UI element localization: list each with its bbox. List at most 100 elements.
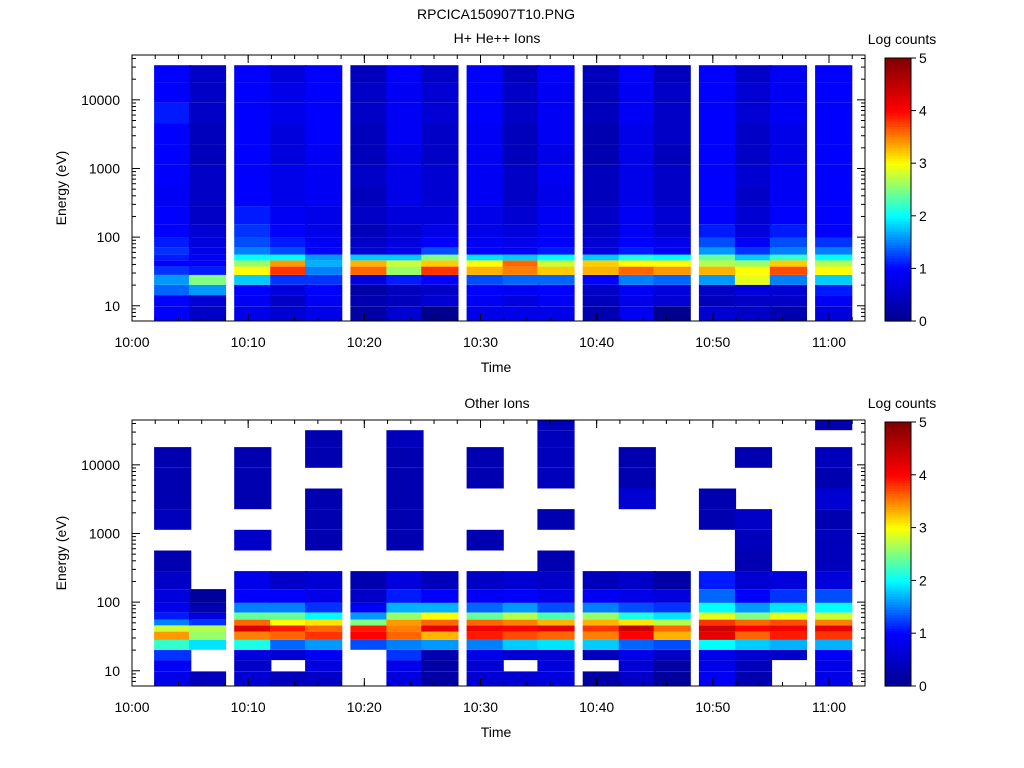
heatmap-cell: [734, 625, 773, 632]
colorbar-tick-label: 0: [919, 313, 927, 329]
heatmap-cell: [305, 206, 343, 224]
plot-frame: [131, 419, 866, 687]
heatmap-cell: [154, 224, 192, 238]
colorbar-segment: [885, 139, 911, 143]
y-tick-label: 10000: [81, 92, 120, 108]
heatmap-cell: [234, 284, 272, 296]
heatmap-cell: [734, 529, 773, 551]
heatmap-cell: [270, 247, 308, 255]
heatmap-cell: [734, 306, 773, 321]
heatmap-cell: [421, 571, 459, 589]
heatmap-cell: [350, 306, 388, 321]
heatmap-cell: [270, 144, 308, 165]
heatmap-cell: [769, 123, 807, 145]
colorbar-segment: [885, 207, 911, 212]
colorbar-segment: [885, 466, 911, 471]
colorbar-segment: [885, 429, 911, 434]
heatmap-cell: [698, 589, 737, 603]
heatmap-cell: [769, 254, 807, 261]
heatmap-cell: [305, 589, 343, 603]
heatmap-cell: [502, 295, 540, 307]
heatmap-cell: [653, 266, 691, 275]
heatmap-cell: [582, 123, 620, 145]
heatmap-cell: [466, 602, 504, 613]
heatmap-cell: [502, 649, 540, 661]
colorbar-segment: [885, 218, 911, 222]
heatmap-cell: [305, 123, 343, 145]
heatmap-cell: [466, 649, 504, 661]
colorbar-segment: [885, 572, 911, 576]
heatmap-cell: [421, 123, 459, 145]
colorbar-segment: [885, 498, 911, 502]
heatmap-cell: [653, 649, 691, 661]
heatmap-cell: [653, 254, 691, 261]
heatmap-cell: [188, 671, 227, 686]
heatmap-cell: [653, 82, 691, 103]
heatmap-cell: [421, 619, 459, 626]
heatmap-cell: [188, 639, 227, 650]
heatmap-cell: [305, 488, 343, 510]
colorbar-segment: [885, 675, 911, 679]
colorbar-segment: [885, 305, 911, 309]
heatmap-cell: [815, 625, 853, 632]
colorbar-tick-label: 5: [919, 50, 927, 66]
colorbar-segment: [885, 590, 911, 595]
colorbar-segment: [885, 121, 911, 125]
heatmap-cell: [698, 247, 737, 255]
heatmap-cell: [270, 639, 308, 650]
heatmap-cell: [769, 649, 807, 661]
heatmap-cell: [653, 224, 691, 238]
heatmap-cell: [698, 224, 737, 238]
heatmap-cell: [234, 247, 272, 255]
colorbar-segment: [885, 519, 911, 523]
heatmap-cell: [769, 602, 807, 613]
heatmap-cell: [734, 82, 773, 103]
colorbar-segment: [885, 522, 911, 526]
colorbar-segment: [885, 150, 911, 154]
colorbar-segment: [885, 221, 911, 225]
heatmap-cell: [386, 266, 424, 275]
panel-h-he-ions: 10:00 10:10 10:20 10:30 10:40 10:50 11:0010100…: [53, 30, 936, 375]
heatmap-cell: [154, 144, 192, 165]
heatmap-cell: [305, 660, 343, 672]
heatmap-cell: [234, 164, 272, 186]
heatmap-cell: [734, 102, 773, 124]
panel-title: H+ He++ Ions: [454, 30, 541, 46]
colorbar-segment: [885, 670, 911, 674]
colorbar-segment: [885, 281, 911, 285]
heatmap-cell: [769, 274, 807, 285]
colorbar-segment: [885, 509, 911, 513]
heatmap-cell: [350, 612, 388, 620]
heatmap-cell: [618, 671, 656, 686]
heatmap-cell: [386, 488, 424, 510]
x-tick-label: 10:40: [579, 699, 614, 715]
heatmap-cell: [815, 102, 853, 124]
heatmap-cell: [618, 206, 656, 224]
heatmap-cell: [618, 602, 656, 613]
heatmap-cell: [502, 631, 540, 640]
heatmap-cell: [653, 625, 691, 632]
heatmap-cell: [618, 295, 656, 307]
heatmap-cell: [769, 306, 807, 321]
heatmap-cell: [466, 529, 504, 551]
colorbar-segment: [885, 654, 911, 658]
heatmap-cell: [618, 82, 656, 103]
colorbar-tick-label: 4: [919, 103, 927, 119]
heatmap-cell: [386, 602, 424, 613]
heatmap-cell: [386, 306, 424, 321]
colorbar-segment: [885, 186, 911, 191]
heatmap-cell: [270, 602, 308, 613]
heatmap-cell: [305, 164, 343, 186]
heatmap-cell: [386, 447, 424, 468]
heatmap-cell: [350, 65, 388, 83]
heatmap-cell: [537, 447, 575, 468]
heatmap-cell: [305, 529, 343, 551]
colorbar-segment: [885, 435, 911, 439]
heatmap-cell: [698, 509, 737, 530]
heatmap-cell: [618, 185, 656, 207]
colorbar-segment: [885, 73, 911, 78]
heatmap-cell: [154, 550, 192, 572]
colorbar-segment: [885, 144, 911, 149]
heatmap-cell: [234, 589, 272, 603]
